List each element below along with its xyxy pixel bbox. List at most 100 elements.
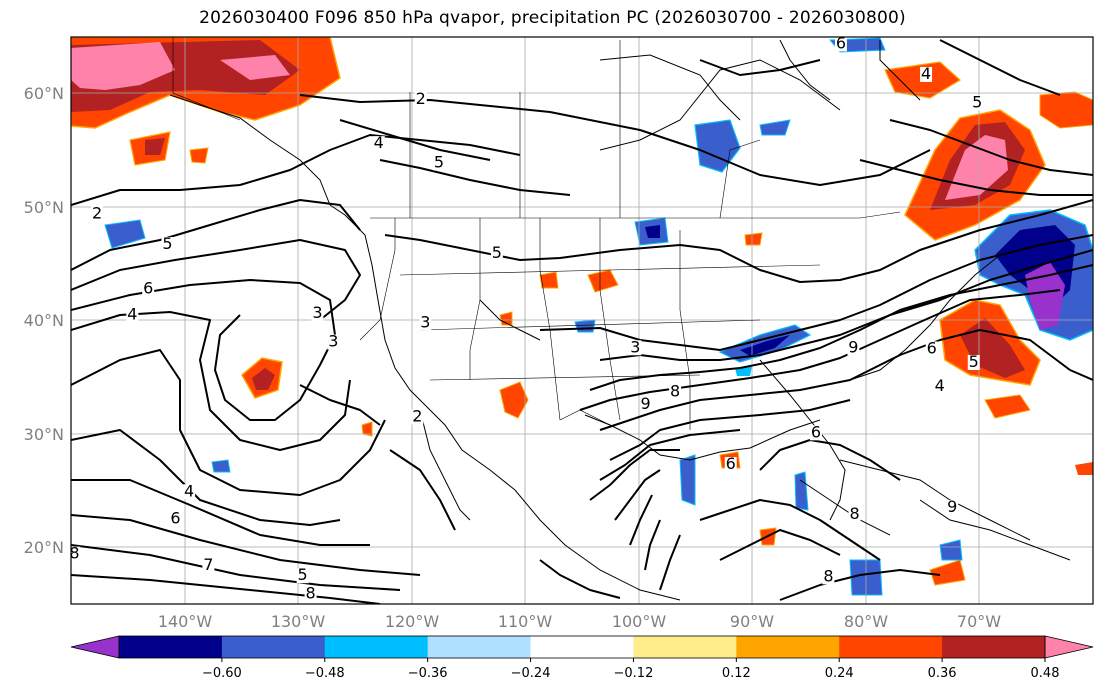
- qvapor-contours-thin: [479, 39, 1071, 561]
- precip-anomaly: [220, 55, 290, 80]
- map-border: [70, 36, 1094, 605]
- contour-label: 5: [492, 243, 502, 262]
- contour-label: 5: [434, 152, 444, 171]
- contour-label: 8: [849, 504, 859, 523]
- contour-label: 6: [927, 338, 937, 357]
- contour-label-bg: [971, 95, 984, 111]
- contour-label: 2: [412, 406, 422, 425]
- contour-label-bg: [639, 396, 652, 412]
- contour-label: 4: [374, 133, 384, 152]
- contour-label-bg: [419, 315, 432, 331]
- contour-label: 6: [143, 278, 153, 297]
- precip-anomaly: [759, 119, 791, 136]
- colorbar-extend-max: [1044, 635, 1094, 659]
- contour-label: 4: [921, 64, 931, 83]
- contour-label-bg: [304, 586, 317, 602]
- contour-label: 4: [184, 481, 194, 500]
- precip-anomaly: [252, 368, 275, 390]
- colorbar-tick-label: 0.36: [928, 666, 957, 681]
- precip-shading-positive: [71, 37, 1093, 586]
- contour-label-bg: [629, 340, 642, 356]
- contour-label: 2: [92, 203, 102, 222]
- contour-label: 5: [162, 234, 172, 253]
- precip-anomaly: [1039, 91, 1093, 129]
- precip-anomaly: [744, 232, 763, 246]
- contour-label: 8: [670, 381, 680, 400]
- precip-anomaly: [1075, 462, 1093, 475]
- colorbar-tick-label: 0.24: [825, 666, 854, 681]
- lat-label-30: 30°N: [24, 425, 64, 444]
- graticule: [71, 37, 1093, 604]
- contour-label-bg: [142, 281, 155, 297]
- precip-anomaly: [794, 471, 809, 511]
- contour-label: 3: [328, 332, 338, 351]
- contour-label-bg: [920, 66, 933, 82]
- contour-label-bg: [327, 334, 340, 350]
- colorbar-frame: [118, 635, 1046, 659]
- contour-label-bg: [432, 155, 445, 171]
- contour-label: 8: [69, 544, 79, 563]
- colorbar-segment: [633, 636, 737, 658]
- contour-label-bg: [126, 307, 139, 323]
- lon-label-120: 120°W: [385, 612, 440, 631]
- contour-label-bg: [822, 569, 835, 585]
- contour-label-bg: [202, 557, 215, 573]
- precip-shading-negative: [104, 37, 1093, 596]
- contour-label: 8: [306, 583, 316, 602]
- colorbar-tick-label: −0.12: [614, 666, 654, 681]
- contour-label-bg: [946, 500, 959, 516]
- contour-label-bg: [169, 511, 182, 527]
- contour-label-bg: [296, 568, 309, 584]
- contour-label-bg: [933, 378, 946, 394]
- colorbar-segment: [736, 636, 840, 658]
- contour-label: 6: [170, 508, 180, 527]
- contour-label: 3: [312, 303, 322, 322]
- contour-label-bg: [411, 409, 424, 425]
- precip-anomaly: [740, 335, 790, 356]
- lon-label-100: 100°W: [612, 612, 667, 631]
- contour-label-bg: [724, 457, 737, 473]
- colorbar-tick-label: 0.12: [722, 666, 751, 681]
- contour-label: 5: [298, 565, 308, 584]
- contour-label-bg: [809, 425, 822, 441]
- colorbar-tick-label: −0.36: [408, 666, 448, 681]
- precip-anomaly: [211, 459, 231, 473]
- contour-label: 2: [416, 89, 426, 108]
- lon-label-130: 130°W: [271, 612, 326, 631]
- colorbar-segment: [119, 636, 223, 658]
- map-title: 2026030400 F096 850 hPa qvapor, precipit…: [199, 8, 906, 28]
- precip-anomaly: [361, 421, 373, 437]
- precip-anomaly: [984, 394, 1031, 419]
- contour-label-bg: [490, 246, 503, 262]
- precip-anomaly: [145, 138, 165, 155]
- contour-label-bg: [372, 136, 385, 152]
- colorbar: −0.60 −0.48 −0.36 −0.24 −0.12 0.12 0.24 0.36 0.4…: [70, 635, 1094, 681]
- longitude-labels: 140°W 130°W 120°W 110°W 100°W 90°W 80°W …: [158, 612, 1001, 631]
- precip-anomaly: [574, 319, 596, 333]
- contour-label: 4: [127, 304, 137, 323]
- coastlines: [169, 40, 1031, 601]
- lon-label-110: 110°W: [498, 612, 553, 631]
- precip-anomaly: [679, 454, 696, 506]
- contour-label-bg: [183, 484, 196, 500]
- lon-label-140: 140°W: [158, 612, 213, 631]
- lon-label-90: 90°W: [730, 612, 774, 631]
- contour-label: 5: [969, 352, 979, 371]
- contour-label: 4: [935, 376, 945, 395]
- contour-label: 8: [823, 566, 833, 585]
- contour-label: 6: [811, 422, 821, 441]
- contour-label: 9: [947, 497, 957, 516]
- lat-label-60: 60°N: [24, 84, 64, 103]
- precip-anomaly: [539, 271, 559, 289]
- contour-label-bg: [91, 206, 104, 222]
- precip-anomaly: [587, 269, 619, 293]
- colorbar-tick-label: 0.48: [1031, 666, 1060, 681]
- contour-label-bg: [967, 354, 980, 370]
- colorbar-segment: [942, 636, 1046, 658]
- colorbar-tick-label: −0.60: [202, 666, 242, 681]
- contour-label-bg: [847, 340, 860, 356]
- contour-label-bg: [414, 91, 427, 107]
- colorbar-tick-label: −0.24: [511, 666, 551, 681]
- contour-label: 6: [836, 33, 846, 52]
- lon-label-70: 70°W: [957, 612, 1001, 631]
